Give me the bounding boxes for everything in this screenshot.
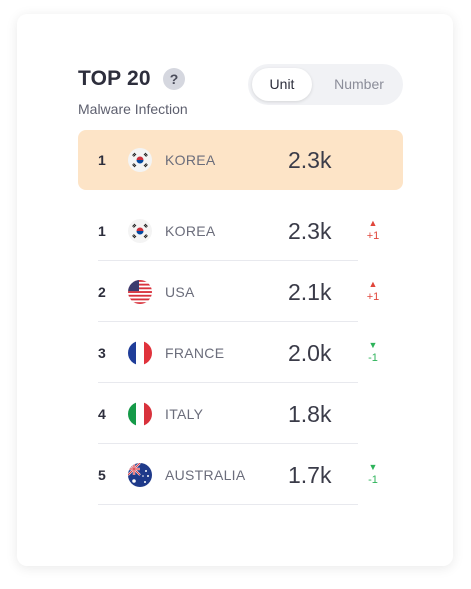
list-item[interactable]: 1 KOREA 2.3k ▲ +1 [78, 201, 403, 262]
card-subtitle: Malware Infection [78, 101, 188, 117]
divider [98, 382, 358, 383]
italy-flag-icon [128, 402, 152, 426]
rank-change: ▼ -1 [364, 339, 382, 365]
card-title: TOP 20 [78, 67, 151, 90]
divider [98, 504, 358, 505]
rank-change-value: -1 [368, 474, 378, 486]
france-flag-icon [128, 341, 152, 365]
rank-number: 1 [98, 223, 106, 239]
rank-change: ▲ +1 [364, 217, 382, 243]
rank-number: 2 [98, 284, 106, 300]
rank-number: 4 [98, 406, 106, 422]
country-name: USA [165, 284, 195, 300]
arrow-down-icon: ▼ [368, 340, 378, 350]
south-korea-flag-icon [128, 148, 152, 172]
infection-value: 2.3k [288, 147, 332, 173]
help-icon[interactable]: ? [163, 68, 185, 90]
south-korea-flag-icon [128, 219, 152, 243]
divider [98, 321, 358, 322]
country-name: FRANCE [165, 345, 225, 361]
divider [98, 443, 358, 444]
arrow-up-icon: ▲ [368, 218, 378, 228]
list-item[interactable]: 3 FRANCE 2.0k ▼ -1 [78, 323, 403, 384]
toggle-unit-button[interactable]: Unit [252, 68, 312, 101]
list-item[interactable]: 4 ITALY 1.8k [78, 384, 403, 445]
infection-value: 1.8k [288, 401, 332, 427]
country-name: ITALY [165, 406, 204, 422]
arrow-up-icon: ▲ [368, 279, 378, 289]
infection-value: 1.7k [288, 462, 332, 488]
country-name: KOREA [165, 152, 216, 168]
country-name: AUSTRALIA [165, 467, 246, 483]
divider [98, 260, 358, 261]
rank-change-value: -1 [368, 352, 378, 364]
usa-flag-icon [128, 280, 152, 304]
rank-number: 5 [98, 467, 106, 483]
rank-number: 3 [98, 345, 106, 361]
list-item[interactable]: 5 AUSTRALIA 1.7k [78, 445, 403, 506]
arrow-down-icon: ▼ [368, 462, 378, 472]
rank-number: 1 [98, 152, 106, 168]
ranking-card: TOP 20 ? Malware Infection Unit Number 1… [17, 14, 453, 566]
rank-change-value: +1 [366, 230, 380, 242]
highlighted-row-content: 1 KOREA 2.3k [78, 130, 403, 191]
infection-value: 2.0k [288, 340, 332, 366]
rank-change: ▲ +1 [364, 278, 382, 304]
rank-change-value: +1 [366, 291, 380, 303]
rank-change: ▼ -1 [364, 461, 382, 487]
australia-flag-icon [128, 463, 152, 487]
infection-value: 2.1k [288, 279, 332, 305]
infection-value: 2.3k [288, 218, 332, 244]
toggle-number-button[interactable]: Number [334, 76, 384, 92]
list-item[interactable]: 2 USA 2.1k ▲ +1 [78, 262, 403, 323]
country-name: KOREA [165, 223, 216, 239]
unit-number-toggle: Unit Number [248, 64, 403, 105]
